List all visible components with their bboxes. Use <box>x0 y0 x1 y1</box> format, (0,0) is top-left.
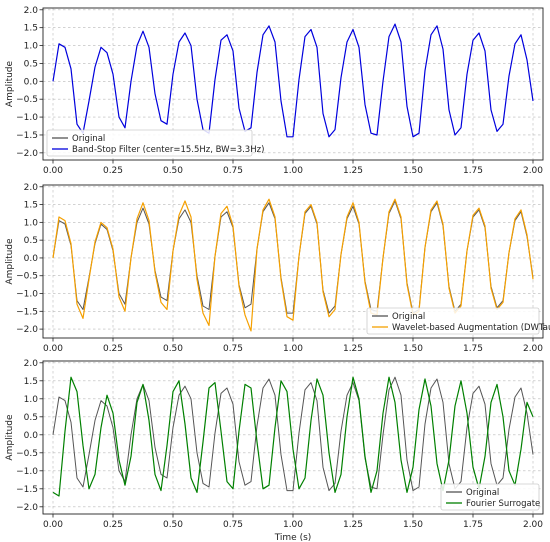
y-tick-label: −1.0 <box>16 290 38 300</box>
y-tick-label: 2.0 <box>24 183 39 193</box>
x-axis-label: Time (s) <box>274 533 312 542</box>
series-line-2 <box>52 376 534 497</box>
x-tick-label: 0.50 <box>163 344 183 354</box>
y-tick-label: −2.0 <box>16 149 38 159</box>
y-tick-label: 0.0 <box>24 431 39 441</box>
legend-box <box>366 307 540 335</box>
legend-label-1: Original <box>466 488 499 498</box>
legend-label-2: Fourier Surrogate <box>466 499 540 509</box>
x-tick-label: 1.50 <box>403 344 423 354</box>
x-tick-label: 2.00 <box>523 166 543 176</box>
x-tick-label: 0.75 <box>223 344 243 354</box>
x-tick-label: 0.50 <box>163 166 183 176</box>
x-tick-label: 0.25 <box>103 344 123 354</box>
x-tick-label: 0.75 <box>223 520 243 530</box>
y-tick-label: 1.5 <box>24 377 38 387</box>
x-tick-label: 1.25 <box>343 520 363 530</box>
x-tick-label: 1.00 <box>283 344 303 354</box>
legend-box <box>46 129 253 157</box>
x-tick-label: 0.25 <box>103 166 123 176</box>
series-line-2 <box>52 23 534 138</box>
x-tick-label: 0.00 <box>43 166 63 176</box>
y-tick-label: −0.5 <box>16 272 38 282</box>
x-tick-label: 0.50 <box>163 520 183 530</box>
y-tick-label: −1.0 <box>16 113 38 123</box>
x-tick-label: 1.50 <box>403 166 423 176</box>
subplot-3: 0.00 0.25 0.50 0.75 1.00 1.25 1.50 1.75 2.00 2.0 1… <box>5 359 544 542</box>
y-tick-label: 1.5 <box>24 201 38 211</box>
subplot-2: 0.00 0.25 0.50 0.75 1.00 1.25 1.50 1.75 2.00 2.0 1… <box>5 183 550 354</box>
legend-label-2: Band-Stop Filter (center=15.5Hz, BW=3.3H… <box>72 145 264 155</box>
x-tick-label: 0.00 <box>43 344 63 354</box>
y-tick-label: −0.5 <box>16 95 38 105</box>
x-tick-label: 0.25 <box>103 520 123 530</box>
y-tick-label: −1.5 <box>16 485 38 495</box>
series-line-2 <box>52 198 534 332</box>
x-tick-label: 2.00 <box>523 520 543 530</box>
x-tick-label: 2.00 <box>523 344 543 354</box>
y-tick-label: 1.0 <box>24 218 39 228</box>
y-tick-label: −2.0 <box>16 503 38 513</box>
subplot-1: 0.00 0.25 0.50 0.75 1.00 1.25 1.50 1.75 2.00 2.0 1… <box>5 6 544 176</box>
y-tick-label: 0.5 <box>24 413 38 423</box>
y-axis-label: Amplitude <box>5 238 15 285</box>
y-axis-label: Amplitude <box>5 414 15 461</box>
y-tick-label: 0.5 <box>24 236 38 246</box>
y-tick-label: 1.0 <box>24 42 39 52</box>
y-tick-label: 2.0 <box>24 359 39 369</box>
x-tick-label: 1.00 <box>283 166 303 176</box>
y-tick-label: 0.0 <box>24 254 39 264</box>
y-tick-label: −1.5 <box>16 131 38 141</box>
x-tick-label: 1.00 <box>283 520 303 530</box>
legend-label-1: Original <box>392 312 425 322</box>
x-tick-label: 1.75 <box>463 166 483 176</box>
y-tick-label: 0.0 <box>24 77 39 87</box>
series-line-1 <box>52 376 534 492</box>
x-tick-label: 1.75 <box>463 520 483 530</box>
y-tick-label: −1.0 <box>16 467 38 477</box>
y-tick-label: 0.5 <box>24 59 38 69</box>
legend-box <box>440 483 540 511</box>
y-axis-label: Amplitude <box>5 60 15 107</box>
x-tick-label: 1.25 <box>343 166 363 176</box>
y-tick-label: 1.0 <box>24 395 39 405</box>
legend-label-1: Original <box>72 134 105 144</box>
y-tick-label: −0.5 <box>16 449 38 459</box>
x-tick-label: 1.75 <box>463 344 483 354</box>
x-tick-label: 1.50 <box>403 520 423 530</box>
x-tick-label: 0.00 <box>43 520 63 530</box>
y-tick-label: 1.5 <box>24 24 38 34</box>
y-tick-label: 2.0 <box>24 6 39 16</box>
y-tick-label: −2.0 <box>16 325 38 335</box>
x-tick-label: 0.75 <box>223 166 243 176</box>
x-tick-label: 1.25 <box>343 344 363 354</box>
y-tick-label: −1.5 <box>16 307 38 317</box>
legend-label-2: Wavelet-based Augmentation (DWTaug) <box>392 323 550 333</box>
